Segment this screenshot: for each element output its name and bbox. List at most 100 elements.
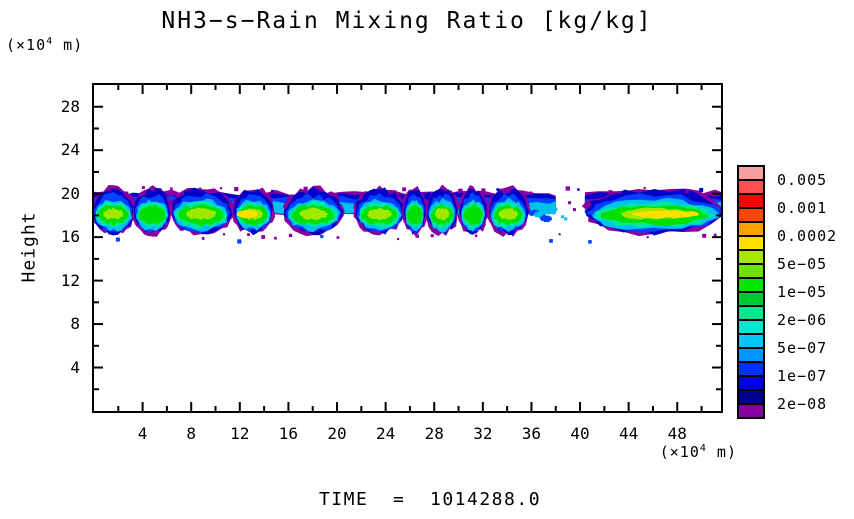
edge-speck — [261, 235, 266, 239]
plot-title: NH3−s−Rain Mixing Ratio [kg/kg] — [161, 8, 653, 34]
edge-speck — [222, 233, 226, 236]
x-tick-label-40: 40 — [570, 424, 590, 443]
gap-speck — [564, 217, 568, 221]
edge-speck — [142, 186, 145, 189]
edge-speck — [288, 233, 293, 238]
edge-speck — [402, 187, 407, 192]
x-tick-label-28: 28 — [424, 424, 444, 443]
contour-blob-chartreuse — [186, 207, 217, 221]
edge-speck — [394, 190, 397, 193]
colorbar-label-2e−08: 2e−08 — [777, 395, 828, 413]
x-tick-label-16: 16 — [278, 424, 299, 443]
edge-speck — [643, 186, 646, 190]
edge-speck — [713, 233, 717, 237]
edge-speck — [115, 237, 120, 242]
edge-speck — [247, 233, 250, 237]
edge-speck — [474, 234, 478, 238]
colorbar-label-0.001: 0.001 — [777, 199, 828, 217]
edge-speck — [219, 187, 223, 190]
colorbar-label-1e−07: 1e−07 — [777, 367, 828, 385]
y-tick-label-24: 24 — [60, 140, 80, 160]
edge-speck — [699, 188, 704, 192]
edge-speck — [271, 189, 274, 193]
edge-speck — [377, 189, 382, 194]
edge-speck — [449, 190, 453, 194]
edge-speck — [618, 191, 622, 195]
y-tick-label-20: 20 — [60, 183, 80, 203]
edge-speck — [646, 236, 649, 239]
edge-speck — [588, 240, 592, 244]
gap-speck — [573, 208, 576, 212]
edge-speck — [481, 188, 486, 193]
plot-area — [92, 83, 723, 413]
edge-speck — [397, 237, 400, 241]
contour-blob-chartreuse — [434, 207, 450, 221]
edge-speck — [184, 191, 189, 196]
x-axis-unit-label: (×104 m) — [550, 443, 737, 461]
y-tick-label-8: 8 — [70, 314, 80, 334]
edge-speck — [702, 233, 707, 238]
y-tick-label-4: 4 — [70, 357, 80, 377]
y-unit-prefix: (×10 — [6, 36, 47, 54]
edge-speck — [458, 188, 463, 194]
contour-blob-chartreuse — [498, 208, 519, 220]
edge-speck — [170, 187, 173, 190]
edge-speck — [336, 236, 340, 239]
x-tick-label-8: 8 — [186, 424, 197, 443]
colorbar-box-17 — [737, 403, 765, 419]
edge-speck — [201, 237, 205, 240]
y-unit-suffix: m) — [53, 36, 84, 54]
y-unit-superscript: 4 — [46, 36, 54, 47]
edge-speck — [320, 235, 324, 239]
colorbar — [737, 165, 765, 419]
edge-speck — [234, 187, 239, 192]
edge-speck — [415, 234, 420, 238]
x-tick-label-24: 24 — [375, 424, 396, 443]
x-tick-label-48: 48 — [667, 424, 687, 443]
colorbar-label-0.0002: 0.0002 — [777, 227, 838, 245]
contour-blob-yellow — [632, 210, 701, 219]
colorbar-label-1e−05: 1e−05 — [777, 283, 828, 301]
contour-speck-blob — [540, 214, 553, 223]
time-label: TIME = 1014288.0 — [318, 489, 542, 510]
contour-plot-svg — [94, 85, 721, 411]
edge-speck — [303, 186, 308, 191]
y-tick-label-28: 28 — [60, 96, 80, 116]
contour-blob-green — [463, 203, 483, 226]
x-tick-label-36: 36 — [521, 424, 542, 443]
contour-blob-green — [406, 205, 423, 225]
gap-speck — [568, 201, 571, 205]
edge-speck — [577, 188, 580, 191]
edge-speck — [565, 186, 570, 191]
contour-blob-chartreuse — [298, 207, 329, 221]
colorbar-label-5e−05: 5e−05 — [777, 255, 828, 273]
contour-blob-chartreuse — [102, 207, 124, 220]
edge-speck — [237, 239, 242, 244]
edge-speck — [558, 233, 561, 236]
colorbar-label-0.005: 0.005 — [777, 171, 828, 189]
contour-speck-blob — [545, 206, 558, 214]
x-unit-superscript: 4 — [699, 443, 707, 454]
x-tick-label-12: 12 — [230, 424, 250, 443]
x-tick-label-32: 32 — [473, 424, 493, 443]
contour-blob-green — [138, 203, 166, 225]
contour-blob-yellow — [236, 209, 258, 219]
y-axis-unit-label: (×104 m) — [6, 36, 83, 54]
x-tick-label-20: 20 — [327, 424, 347, 443]
x-tick-label-4: 4 — [137, 424, 148, 443]
colorbar-label-5e−07: 5e−07 — [777, 339, 828, 357]
edge-speck — [529, 191, 533, 195]
colorbar-label-2e−06: 2e−06 — [777, 311, 828, 329]
y-tick-label-12: 12 — [60, 270, 80, 290]
edge-speck — [549, 239, 553, 243]
contour-blob-chartreuse — [367, 207, 393, 221]
edge-speck — [198, 187, 202, 191]
gap-speck — [561, 215, 565, 219]
x-unit-suffix: m) — [706, 443, 737, 461]
edge-speck — [430, 234, 434, 238]
y-tick-label-16: 16 — [60, 227, 80, 247]
edge-speck — [274, 236, 277, 240]
x-unit-prefix: (×10 — [659, 443, 700, 461]
edge-speck — [608, 190, 613, 195]
